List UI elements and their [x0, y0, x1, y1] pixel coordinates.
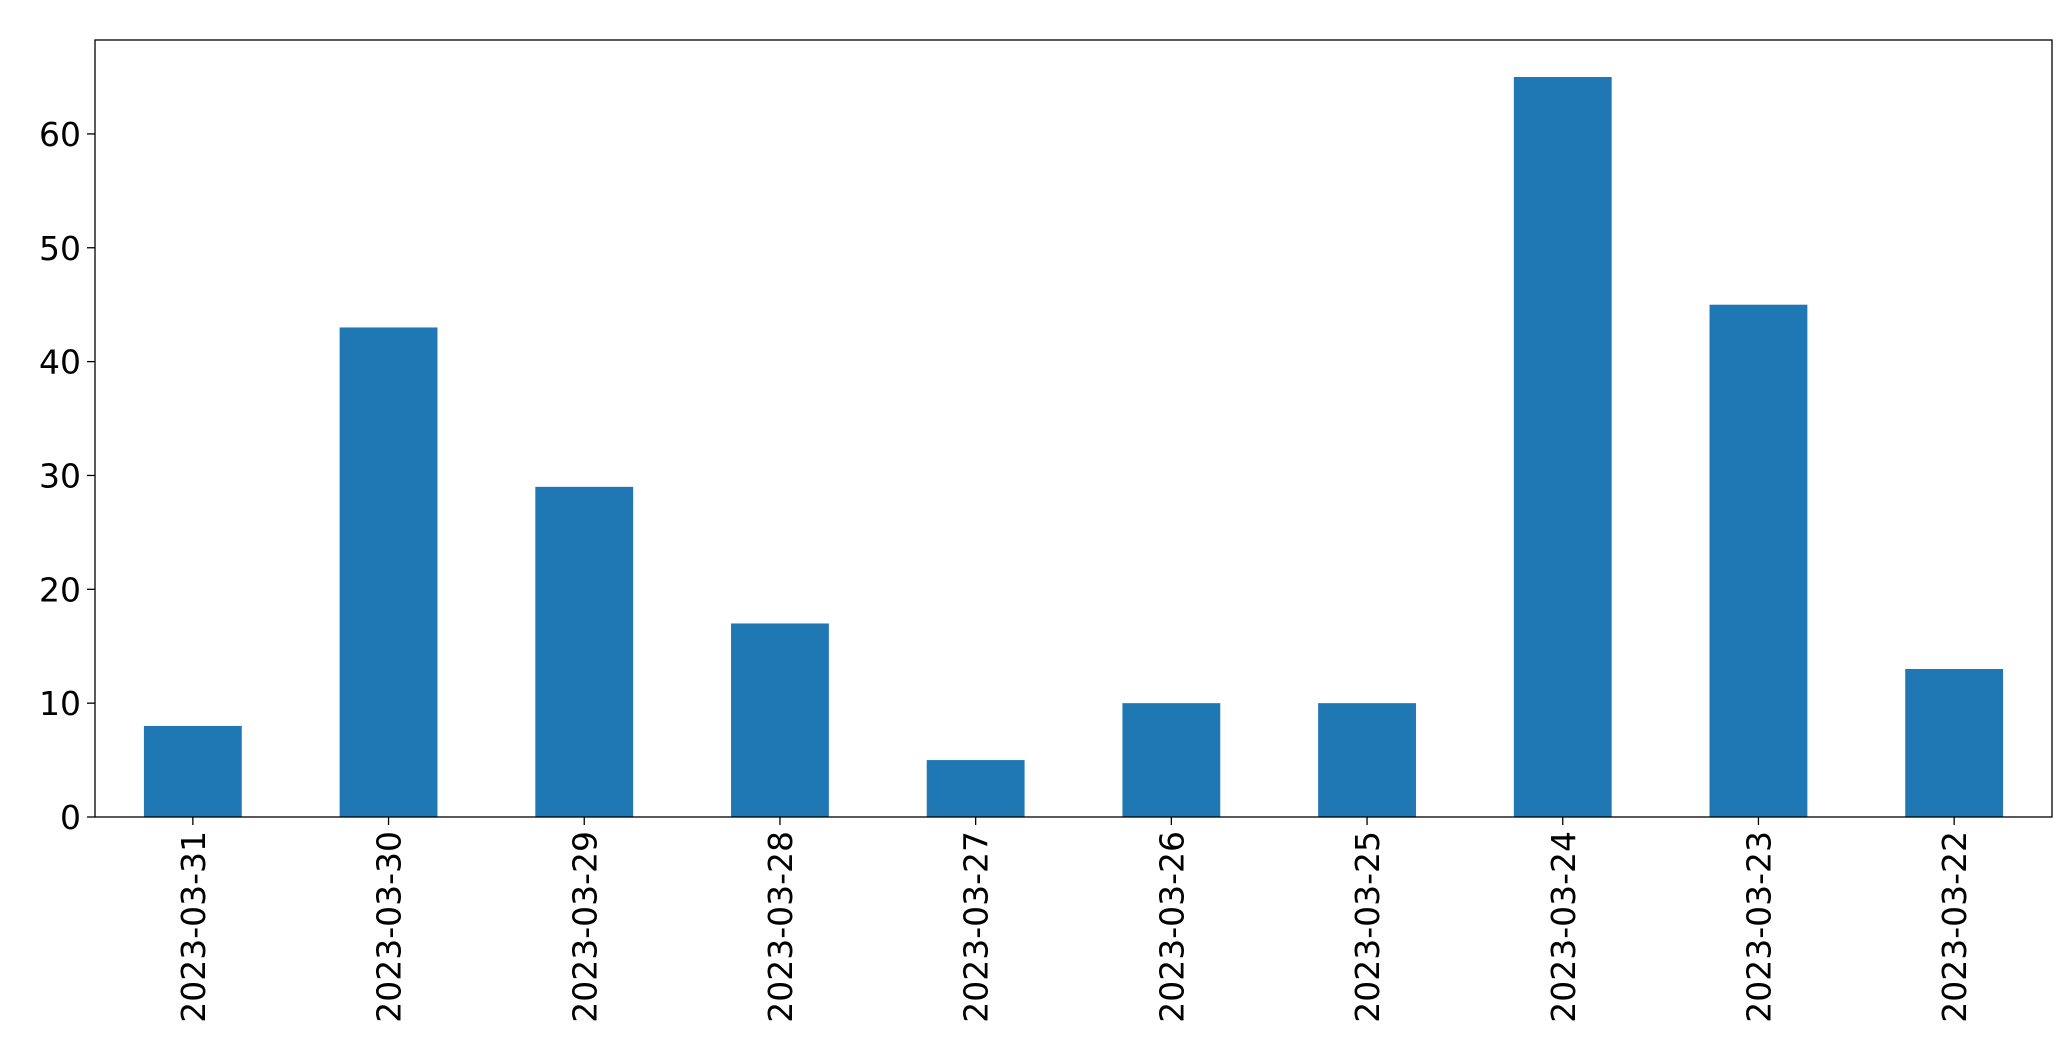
bar — [1122, 703, 1221, 817]
bar — [1709, 304, 1808, 817]
y-tick-label: 40 — [39, 343, 81, 382]
bar — [535, 486, 634, 817]
bar — [339, 327, 438, 817]
bar — [731, 623, 829, 817]
y-tick-label: 0 — [60, 798, 81, 837]
x-tick-label: 2023-03-25 — [1348, 831, 1387, 1023]
x-tick-label: 2023-03-31 — [174, 831, 213, 1023]
y-tick-label: 10 — [39, 684, 81, 723]
bar — [1318, 703, 1416, 817]
bar — [1513, 77, 1612, 817]
x-tick-label: 2023-03-22 — [1935, 831, 1974, 1023]
x-tick-label: 2023-03-27 — [957, 831, 996, 1023]
x-tick-label: 2023-03-30 — [370, 831, 409, 1023]
bar — [926, 760, 1025, 817]
bar — [143, 725, 242, 817]
axes-frame — [94, 39, 2053, 818]
y-tick-label: 20 — [39, 570, 81, 609]
x-tick-label: 2023-03-28 — [761, 831, 800, 1023]
x-tick-label: 2023-03-23 — [1739, 831, 1778, 1023]
y-tick-label: 50 — [39, 229, 81, 268]
y-tick-label: 60 — [39, 115, 81, 154]
x-tick-label: 2023-03-26 — [1152, 831, 1191, 1023]
x-tick-label: 2023-03-24 — [1544, 831, 1583, 1023]
x-tick-label: 2023-03-29 — [565, 831, 604, 1023]
bar — [1905, 669, 2004, 817]
y-tick-label: 30 — [39, 456, 81, 495]
